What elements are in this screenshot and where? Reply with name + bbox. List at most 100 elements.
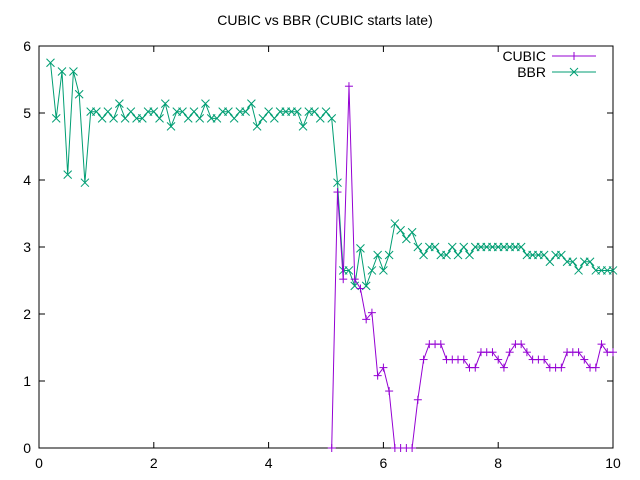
x-tick-label: 6 — [380, 455, 388, 471]
cubic-point — [591, 363, 600, 372]
cubic-point — [419, 355, 428, 364]
bbr-point — [356, 243, 365, 253]
cubic-point — [557, 363, 566, 372]
legend-label-cubic: CUBIC — [502, 48, 546, 64]
bbr-point — [453, 250, 463, 260]
bbr-point — [74, 89, 84, 99]
bbr-point — [545, 257, 555, 267]
bbr-point — [459, 242, 469, 252]
bbr-point — [224, 107, 233, 117]
plot-border — [38, 45, 614, 449]
x-tick-label: 0 — [35, 455, 43, 471]
bbr-point — [178, 107, 187, 117]
bbr-point — [367, 266, 377, 275]
bbr-point — [447, 242, 457, 252]
cubic-point — [471, 363, 480, 372]
bbr-point — [315, 114, 325, 123]
cubic-point — [459, 355, 468, 364]
bbr-point — [373, 250, 383, 260]
cubic-point — [333, 188, 342, 197]
x-tick-label: 2 — [150, 455, 158, 471]
cubic-point — [385, 387, 394, 396]
cubic-point — [339, 275, 348, 284]
bbr-point — [333, 178, 342, 188]
y-tick-label: 4 — [23, 172, 31, 188]
bbr-point — [402, 234, 411, 244]
cubic-point — [350, 275, 359, 284]
series-layer — [46, 58, 618, 452]
x-tick-label: 8 — [494, 455, 502, 471]
bbr-point — [344, 266, 354, 275]
bbr-point — [574, 266, 583, 275]
bbr-point — [379, 266, 388, 275]
axis-ticks: 0 2 4 6 8 10 0 1 2 3 4 5 6 — [23, 38, 621, 471]
cubic-point — [344, 82, 353, 91]
cubic-point — [488, 348, 497, 357]
cubic-point — [505, 348, 514, 357]
bbr-point — [126, 107, 136, 117]
cubic-point — [367, 308, 376, 317]
bbr-point — [465, 250, 474, 260]
bbr-point — [241, 107, 250, 117]
chart-title: CUBIC vs BBR (CUBIC starts late) — [217, 12, 432, 28]
bbr-point — [120, 114, 130, 123]
cubic-point — [373, 371, 382, 380]
bbr-point — [155, 114, 164, 123]
bbr-point — [321, 107, 331, 117]
bbr-point — [252, 122, 262, 131]
y-tick-label: 3 — [23, 239, 31, 255]
bbr-point — [516, 242, 526, 252]
bbr-point — [109, 114, 118, 123]
bbr-point — [149, 107, 159, 117]
bbr-point — [292, 107, 302, 117]
bbr-point — [407, 227, 417, 237]
cubic-point — [517, 340, 526, 349]
bbr-point — [46, 58, 55, 68]
bbr-point — [327, 114, 337, 123]
bbr-point — [69, 67, 78, 76]
bbr-point — [396, 225, 405, 235]
plot-area — [38, 45, 614, 449]
cubic-point — [356, 284, 365, 293]
bbr-line — [50, 62, 613, 288]
bbr-point — [183, 114, 193, 123]
cubic-point — [413, 395, 422, 404]
bbr-point — [137, 114, 147, 123]
legend-item-cubic: CUBIC — [502, 48, 596, 64]
legend-marker-cubic — [570, 52, 578, 60]
legend-marker-bbr — [569, 67, 579, 77]
y-tick-label: 2 — [23, 306, 31, 322]
bbr-point — [430, 242, 440, 252]
bbr-point — [80, 178, 90, 188]
series-bbr — [46, 58, 618, 291]
bbr-point — [608, 266, 618, 275]
cubic-point — [597, 340, 606, 349]
bbr-point — [201, 99, 210, 108]
bbr-point — [195, 114, 205, 123]
bbr-point — [229, 114, 239, 123]
bbr-point — [585, 257, 595, 267]
bbr-point — [63, 170, 73, 179]
bbr-point — [442, 250, 451, 260]
bbr-point — [419, 250, 428, 260]
cubic-point — [408, 444, 417, 452]
cubic-point — [574, 348, 583, 357]
cubic-point — [362, 315, 371, 324]
bbr-point — [269, 114, 279, 123]
cubic-point — [522, 348, 531, 357]
cubic-point — [327, 444, 336, 452]
bbr-point — [556, 250, 566, 260]
bbr-point — [189, 107, 199, 117]
bbr-point — [166, 122, 176, 131]
cubic-point — [379, 363, 388, 372]
bbr-point — [51, 114, 61, 123]
series-cubic — [327, 82, 617, 452]
cubic-point — [494, 355, 503, 364]
bbr-point — [212, 114, 222, 123]
bbr-point — [160, 99, 170, 108]
bbr-point — [57, 67, 67, 76]
bbr-point — [568, 257, 578, 267]
bbr-point — [539, 250, 549, 260]
